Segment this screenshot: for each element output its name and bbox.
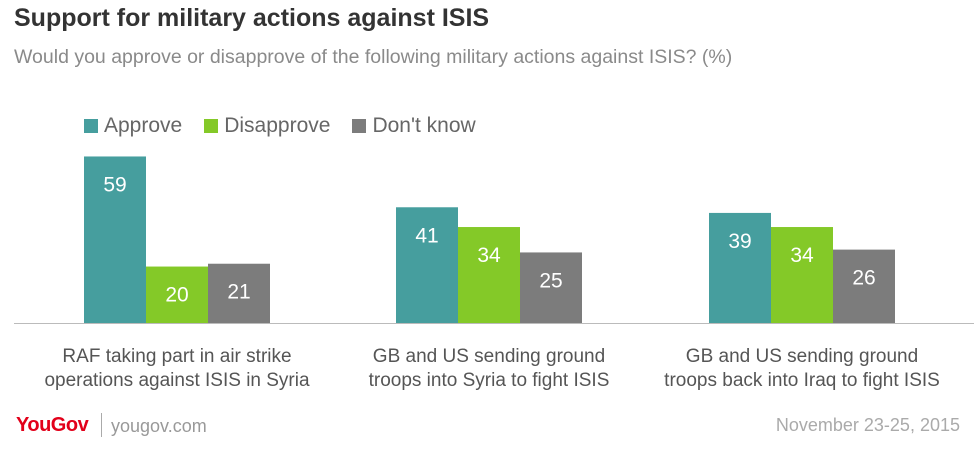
value-label-dont-know-1: 21 (227, 281, 250, 304)
chart-title: Support for military actions against ISI… (14, 4, 490, 32)
category-label-2-line-2: troops into Syria to fight ISIS (369, 370, 610, 391)
bar-approve-2 (396, 207, 458, 323)
bar-disapprove-3 (771, 227, 833, 323)
bar-dont-know-3 (833, 249, 895, 323)
value-label-dont-know-2: 25 (539, 269, 562, 292)
category-label-3-line-2: troops back into Iraq to fight ISIS (664, 370, 940, 391)
value-label-disapprove-1: 20 (165, 284, 188, 307)
bar-dont-know-1 (208, 263, 270, 323)
value-label-disapprove-2: 34 (477, 244, 501, 267)
bar-disapprove-2 (458, 227, 520, 323)
bar-approve-1 (84, 156, 146, 323)
value-label-disapprove-3: 34 (790, 244, 814, 267)
category-label-3-line-1: GB and US sending ground (686, 346, 918, 367)
category-label-1-line-1: RAF taking part in air strike (62, 346, 291, 367)
legend-label-approve: Approve (104, 114, 183, 137)
legend-label-disapprove: Disapprove (224, 114, 331, 137)
chart-subtitle: Would you approve or disapprove of the f… (14, 46, 733, 68)
category-label-2-line-1: GB and US sending ground (373, 346, 605, 367)
legend-item-dont-know: Don't know (352, 114, 476, 138)
legend-label-dont-know: Don't know (372, 114, 476, 137)
bar-approve-3 (709, 212, 771, 323)
legend: Approve Disapprove Don't know (84, 114, 498, 138)
footer-date: November 23-25, 2015 (775, 415, 960, 435)
bar-disapprove-1 (146, 266, 208, 323)
value-label-dont-know-3: 26 (852, 267, 875, 290)
legend-swatch-disapprove (204, 119, 219, 133)
bar-dont-know-2 (520, 252, 582, 323)
legend-swatch-dont-know (352, 119, 367, 133)
value-label-approve-2: 41 (415, 224, 438, 247)
legend-item-disapprove: Disapprove (204, 114, 330, 138)
footer-divider (101, 413, 102, 437)
value-label-approve-3: 39 (728, 230, 751, 253)
legend-item-approve: Approve (84, 114, 182, 138)
value-label-approve-1: 59 (103, 173, 126, 196)
footer-site-link[interactable]: yougov.com (111, 416, 207, 436)
legend-swatch-approve (84, 119, 98, 133)
category-label-1-line-2: operations against ISIS in Syria (44, 370, 310, 391)
yougov-logo: YouGov (16, 414, 89, 436)
